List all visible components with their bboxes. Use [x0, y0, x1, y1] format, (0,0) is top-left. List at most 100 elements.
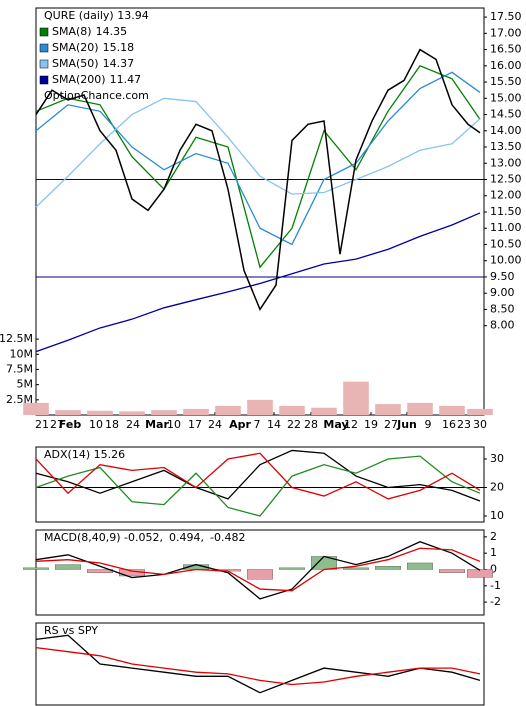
- x-tick-label: 24: [208, 418, 222, 431]
- y-tick-label: 12.00: [490, 189, 522, 202]
- histogram-bar: [55, 564, 82, 570]
- x-tick-label: Apr: [229, 418, 251, 431]
- legend-value: 14.37: [103, 57, 135, 70]
- x-tick-label: 22: [287, 418, 301, 431]
- volume-bar: [183, 408, 209, 415]
- x-tick-label: 16: [442, 418, 456, 431]
- histogram-bar: [407, 562, 434, 570]
- histogram-bar: [467, 569, 494, 578]
- volume-bar: [311, 407, 337, 415]
- volume-bar: [375, 404, 401, 415]
- volume-bar: [151, 410, 177, 415]
- volume-bar: [55, 410, 81, 415]
- series-line: [35, 449, 481, 502]
- y-tick-label: 13.00: [490, 156, 522, 169]
- x-tick-label: 27: [384, 418, 398, 431]
- x-tick-label: 17: [188, 418, 202, 431]
- series-line: [35, 212, 481, 353]
- legend-swatch: [39, 27, 49, 37]
- y-tick-label: 9.50: [490, 270, 515, 283]
- y-tick-label: 10.00: [490, 254, 522, 267]
- y-tick-label: 16.50: [490, 43, 522, 56]
- x-tick-label: 27: [50, 418, 64, 431]
- x-tick-label: 30: [473, 418, 487, 431]
- rs-panel: [35, 622, 485, 706]
- histogram-bar: [246, 569, 273, 580]
- legend-label: SMA(50): [52, 57, 99, 70]
- volume-tick-label: 10M: [10, 347, 34, 360]
- legend-label: SMA(8): [52, 25, 92, 38]
- y-tick-label: 17.50: [490, 10, 522, 23]
- y-tick-label: 0: [490, 562, 497, 575]
- y-tick-label: 17.00: [490, 26, 522, 39]
- volume-bar: [119, 411, 145, 415]
- volume-bar: [87, 410, 113, 415]
- panel-title: 0.494,: [169, 531, 204, 544]
- legend-label: SMA(20): [52, 41, 99, 54]
- y-tick-label: 13.50: [490, 140, 522, 153]
- series-line: [35, 97, 481, 208]
- legend-swatch: [39, 43, 49, 53]
- x-tick-label: 7: [254, 418, 261, 431]
- x-tick-label: Mar: [145, 418, 169, 431]
- histogram-bar: [375, 566, 402, 570]
- panel-title: QURE (daily) 13.94: [44, 9, 149, 22]
- y-tick-label: 10: [490, 509, 504, 522]
- y-tick-label: 15.50: [490, 75, 522, 88]
- x-tick-label: 23: [457, 418, 471, 431]
- panel-title: -0.482: [210, 531, 245, 544]
- price-line: [35, 48, 481, 312]
- x-tick-label: 12: [344, 418, 358, 431]
- y-tick-label: 2: [490, 530, 497, 543]
- y-tick-label: 9.00: [490, 286, 515, 299]
- x-tick-label: Feb: [59, 418, 82, 431]
- series-line: [35, 634, 481, 694]
- volume-bar: [215, 405, 241, 415]
- x-tick-label: 18: [105, 418, 119, 431]
- series-line: [35, 547, 481, 592]
- y-tick-label: 8.00: [490, 319, 515, 332]
- volume-tick-label: 12.5M: [0, 332, 33, 345]
- series-line: [35, 71, 481, 246]
- y-tick-label: 20: [490, 480, 504, 493]
- y-tick-label: 16.00: [490, 59, 522, 72]
- volume-bar: [279, 405, 305, 415]
- y-tick-label: 1: [490, 546, 497, 559]
- panel-title: MACD(8,40,9) -0.052,: [44, 531, 163, 544]
- volume-bar: [343, 381, 369, 415]
- volume-tick-label: 2.5M: [6, 393, 33, 406]
- y-tick-label: 15.00: [490, 91, 522, 104]
- volume-bar: [467, 408, 493, 415]
- y-tick-label: 8.50: [490, 302, 515, 315]
- adx-panel: [35, 446, 485, 523]
- x-tick-label: 24: [126, 418, 140, 431]
- y-tick-label: -2: [490, 595, 501, 608]
- series-line: [35, 65, 481, 269]
- histogram-bar: [23, 567, 50, 570]
- legend-value: 11.47: [110, 73, 142, 86]
- volume-tick-label: 7.5M: [6, 362, 33, 375]
- legend-value: 14.35: [96, 25, 128, 38]
- x-tick-label: May: [323, 418, 348, 431]
- volume-tick-label: 5M: [17, 378, 34, 391]
- histogram-bar: [279, 567, 306, 570]
- series-line: [35, 646, 481, 686]
- legend-swatch: [39, 59, 49, 69]
- x-tick-label: 21: [35, 418, 49, 431]
- x-tick-label: 10: [89, 418, 103, 431]
- y-tick-label: 14.50: [490, 108, 522, 121]
- series-line: [35, 452, 481, 500]
- y-tick-label: -1: [490, 579, 501, 592]
- panel-title: ADX(14) 15.26: [44, 448, 125, 461]
- volume-bar: [407, 402, 433, 415]
- legend-swatch: [39, 75, 49, 85]
- x-tick-label: 9: [425, 418, 432, 431]
- volume-bar: [23, 402, 49, 415]
- y-tick-label: 12.50: [490, 173, 522, 186]
- histogram-bar: [439, 569, 466, 573]
- y-tick-label: 10.50: [490, 237, 522, 250]
- volume-bar: [247, 399, 273, 415]
- x-tick-label: 19: [364, 418, 378, 431]
- x-tick-label: 10: [167, 418, 181, 431]
